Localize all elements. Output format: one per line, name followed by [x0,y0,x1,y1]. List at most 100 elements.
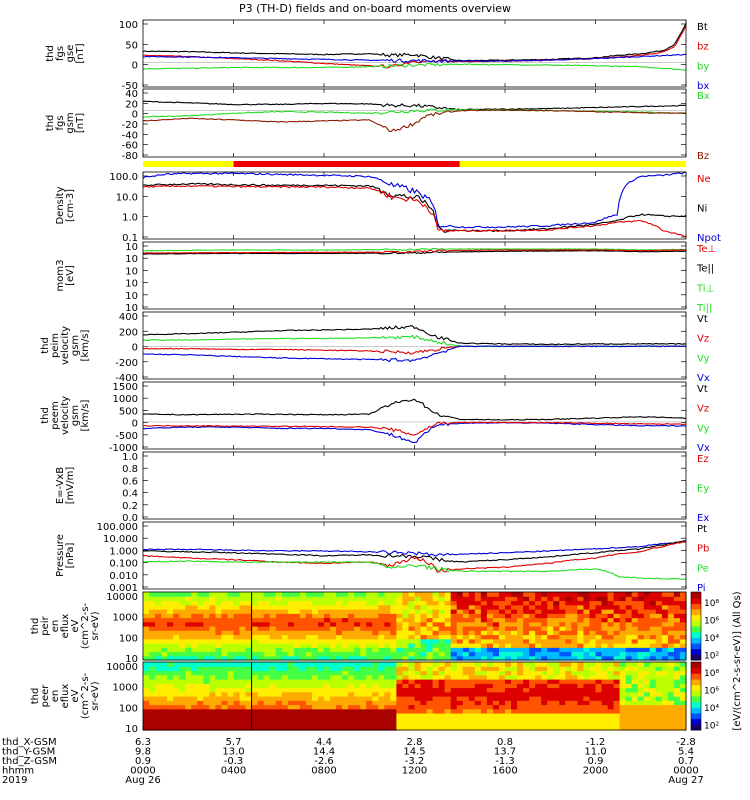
spectrogram-cell [577,634,585,640]
spectrogram-cell [221,708,229,714]
spectrogram-cell [384,634,391,640]
spectrogram-cell [324,696,331,701]
spectrogram-cell [625,696,633,701]
spectrogram-cell [215,696,223,701]
spectrogram-cell [619,674,627,680]
spectrogram-cell [486,708,494,714]
spectrogram-cell [330,683,337,689]
spectrogram-cell [511,604,518,610]
spectrogram-cell [511,713,518,718]
spectrogram-cell [492,651,500,657]
spectrogram-cell [637,670,645,676]
spectrogram-cell [336,717,343,723]
colorbar-cell [691,648,701,655]
spectrogram-cell [637,647,645,653]
spectrogram-cell [299,696,307,701]
spectrogram-cell [498,630,506,636]
spectrogram-cell [384,662,391,667]
spectrogram-cell [577,687,585,693]
spectrogram-cell [360,600,367,606]
spectrogram-cell [354,725,361,731]
spectrogram-cell [348,674,355,680]
spectrogram-cell [649,721,657,727]
spectrogram-cell [402,604,410,610]
spectrogram-cell [655,630,663,636]
spectrogram-cell [269,713,277,718]
spectrogram-cell [601,621,609,627]
spectrogram-cell [299,621,307,627]
spectrogram-cell [480,708,488,714]
spectrogram-cell [444,592,452,597]
spectrogram-cell [149,655,156,661]
spectrogram-cell [408,609,416,614]
spectrogram-cell [299,655,307,661]
spectrogram-cell [348,609,355,614]
spectrogram-cell [143,687,150,693]
spectrogram-cell [583,687,591,693]
spectrogram-cell [227,691,235,697]
spectrogram-cell [336,679,343,684]
spectrogram-cell [149,691,156,697]
spectrogram-cell [354,679,361,684]
spectrogram-cell [571,704,578,710]
spectrogram-cell [643,704,651,710]
spectrogram-cell [505,704,512,710]
spectrogram-cell [661,638,669,644]
spectrogram-cell [348,630,355,636]
spectrogram-cell [384,613,391,619]
spectrogram-cell [167,638,174,644]
spectrogram-cell [595,666,603,672]
spectrogram-cell [185,687,192,693]
spectrogram-cell [583,643,591,648]
spectrogram-cell [372,643,379,648]
spectrogram-cell [571,634,578,640]
spectrogram-cell [541,638,548,644]
spectrogram-cell [372,717,379,723]
spectrogram-cell [583,621,591,627]
spectrogram-cell [444,600,452,606]
spectrogram-cell [408,713,416,718]
spectrogram-cell [438,655,446,661]
spectrogram-cell [673,687,681,693]
spectrogram-cell [161,592,168,597]
spectrogram-cell [366,609,373,614]
spectrogram-cell [541,674,548,680]
spectrogram-cell [281,679,289,684]
spectrogram-cell [444,700,452,706]
spectrogram-cell [589,687,597,693]
spectrogram-cell [372,708,379,714]
spectrogram-cell [179,670,186,676]
spectrogram-cell [269,721,277,727]
spectrogram-cell [263,713,271,718]
spectrogram-cell [601,691,609,697]
spectrogram-cell [414,655,422,661]
spectrogram-cell [607,683,615,689]
spectrogram-cell [366,655,373,661]
x-axis-value: 14.5 [403,747,425,758]
spectrogram-cell [167,666,174,672]
spectrogram-cell [625,704,633,710]
panel-5: thd peem velocity gsm [km/s]150010005000-500… [40,381,710,454]
spectrogram-cell [348,621,355,627]
spectrogram-cell [498,679,506,684]
spectrogram-cell [498,604,506,610]
spectrogram-cell [167,647,174,653]
spectrogram-cell [511,638,518,644]
spectrogram-cell [565,674,572,680]
spectrogram-cell [486,592,494,597]
spectrogram-cell [209,613,216,619]
spectrogram-cell [505,604,512,610]
spectrogram-cell [571,674,578,680]
spectrogram-cell [583,708,591,714]
spectrogram-cell [233,651,241,657]
spectrogram-cell [511,617,518,623]
spectrogram-cell [631,600,639,606]
spectrogram-cell [209,696,216,701]
spectrogram-cell [619,609,627,614]
spectrogram-cell [257,613,265,619]
spectrogram-cell [402,670,410,676]
spectrogram-cell [486,666,494,672]
spectrogram-cell [679,679,687,684]
spectrogram-cell [191,647,198,653]
spectrogram-cell [293,638,301,644]
